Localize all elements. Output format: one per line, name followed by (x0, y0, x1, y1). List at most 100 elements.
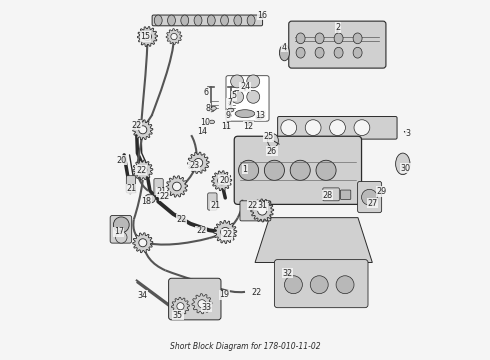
Text: 26: 26 (267, 147, 277, 156)
Circle shape (198, 300, 206, 308)
Circle shape (194, 158, 203, 167)
Text: 22: 22 (176, 215, 187, 224)
FancyBboxPatch shape (208, 193, 217, 210)
Circle shape (290, 160, 310, 180)
Ellipse shape (210, 120, 215, 124)
Polygon shape (166, 29, 182, 44)
Text: 22: 22 (159, 192, 170, 201)
Text: 23: 23 (189, 161, 199, 170)
Circle shape (247, 90, 260, 103)
Ellipse shape (168, 15, 175, 26)
Ellipse shape (247, 15, 255, 26)
Ellipse shape (395, 153, 410, 175)
Text: 19: 19 (220, 290, 230, 299)
Text: 21: 21 (211, 201, 220, 210)
Text: 25: 25 (263, 132, 273, 141)
Ellipse shape (224, 125, 230, 128)
Text: 20: 20 (219, 176, 229, 185)
FancyBboxPatch shape (341, 190, 351, 199)
Ellipse shape (207, 15, 215, 26)
Ellipse shape (353, 33, 362, 44)
Text: 2: 2 (336, 23, 341, 32)
Ellipse shape (256, 115, 263, 120)
FancyBboxPatch shape (169, 278, 221, 320)
Polygon shape (214, 221, 237, 243)
Text: 6: 6 (203, 87, 208, 96)
Text: 10: 10 (200, 118, 210, 127)
Circle shape (281, 120, 296, 135)
FancyBboxPatch shape (234, 136, 362, 204)
FancyBboxPatch shape (358, 181, 382, 213)
Text: 7: 7 (227, 98, 232, 107)
Ellipse shape (226, 114, 231, 117)
Text: 8: 8 (206, 104, 211, 113)
FancyBboxPatch shape (289, 21, 386, 68)
Ellipse shape (145, 194, 155, 203)
FancyBboxPatch shape (126, 176, 136, 193)
Ellipse shape (194, 15, 202, 26)
Circle shape (218, 177, 226, 185)
Polygon shape (251, 199, 274, 222)
FancyBboxPatch shape (323, 188, 339, 201)
Circle shape (310, 276, 328, 294)
Circle shape (172, 182, 181, 191)
FancyBboxPatch shape (240, 201, 271, 221)
Text: 13: 13 (255, 111, 266, 120)
FancyBboxPatch shape (278, 117, 397, 139)
Circle shape (139, 166, 147, 174)
FancyBboxPatch shape (110, 216, 132, 243)
Text: 34: 34 (137, 291, 147, 300)
Ellipse shape (296, 33, 305, 44)
Circle shape (171, 33, 177, 40)
Text: 27: 27 (367, 199, 377, 208)
Circle shape (336, 276, 354, 294)
Text: 22: 22 (136, 166, 146, 175)
Polygon shape (166, 176, 188, 197)
Circle shape (354, 120, 370, 135)
Ellipse shape (268, 134, 278, 147)
Text: 33: 33 (201, 303, 211, 312)
Ellipse shape (334, 47, 343, 58)
Text: 22: 22 (248, 201, 258, 210)
Text: 22: 22 (251, 288, 262, 297)
Text: 18: 18 (142, 197, 151, 206)
Circle shape (116, 231, 127, 243)
Text: 31: 31 (257, 201, 267, 210)
Ellipse shape (181, 15, 189, 26)
Ellipse shape (211, 106, 216, 110)
Circle shape (231, 75, 244, 88)
Circle shape (139, 239, 147, 247)
Circle shape (362, 189, 377, 205)
Text: 21: 21 (126, 184, 136, 193)
Circle shape (220, 228, 230, 237)
Text: 4: 4 (282, 43, 287, 52)
Ellipse shape (208, 108, 214, 112)
Circle shape (139, 126, 147, 134)
Circle shape (285, 276, 302, 294)
Text: 11: 11 (221, 122, 231, 131)
FancyBboxPatch shape (152, 15, 263, 26)
Text: 24: 24 (240, 82, 250, 91)
Text: 32: 32 (282, 269, 293, 278)
Ellipse shape (227, 108, 234, 112)
Text: 22: 22 (222, 230, 232, 239)
Ellipse shape (296, 47, 305, 58)
Ellipse shape (235, 110, 255, 118)
Text: 20: 20 (116, 156, 126, 165)
FancyBboxPatch shape (226, 76, 269, 121)
Text: 28: 28 (322, 190, 333, 199)
Text: 14: 14 (197, 127, 207, 136)
Text: 22: 22 (132, 121, 142, 130)
Polygon shape (133, 120, 153, 140)
Text: 17: 17 (114, 228, 124, 237)
Ellipse shape (154, 15, 162, 26)
Ellipse shape (234, 15, 242, 26)
Circle shape (113, 217, 129, 233)
Circle shape (239, 160, 259, 180)
Text: 12: 12 (244, 122, 254, 131)
Ellipse shape (220, 15, 228, 26)
Text: Short Block Diagram for 178-010-11-02: Short Block Diagram for 178-010-11-02 (170, 342, 320, 351)
Circle shape (144, 32, 151, 41)
Circle shape (305, 120, 321, 135)
Circle shape (231, 90, 244, 103)
